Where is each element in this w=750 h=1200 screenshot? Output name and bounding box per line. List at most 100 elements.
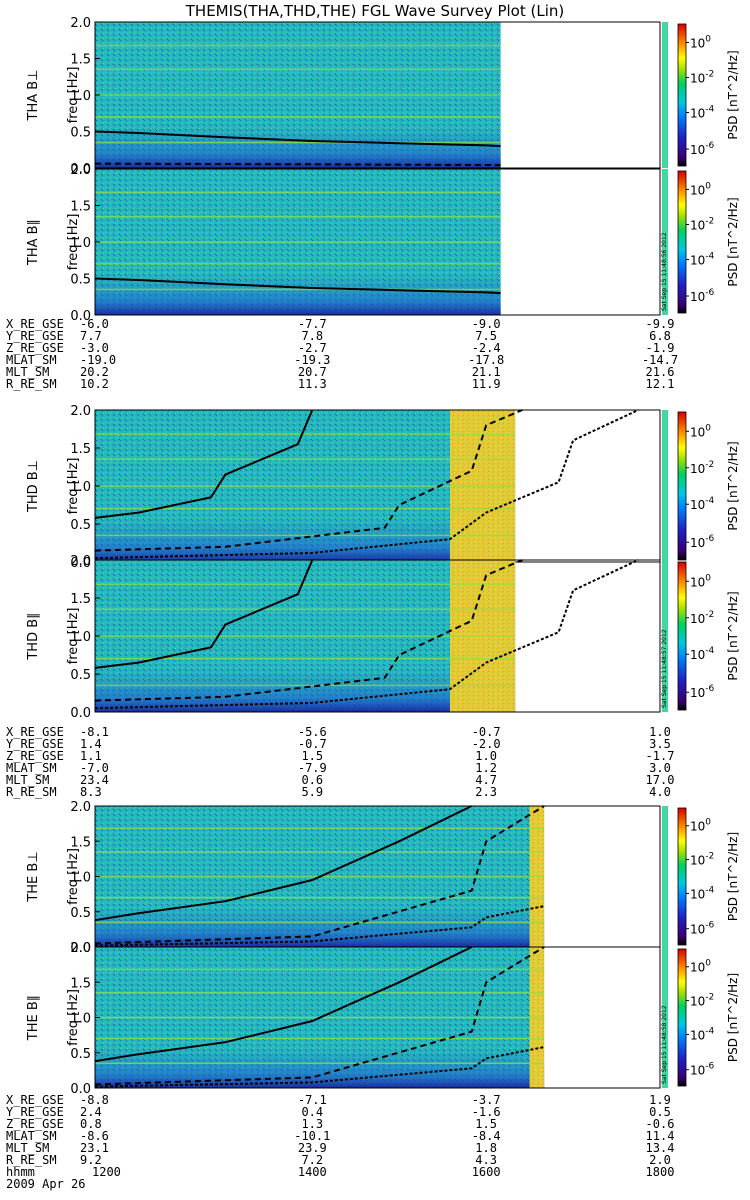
y-axis-label: freq [Hz] — [66, 67, 81, 124]
curve-dashdot — [94, 559, 639, 710]
ephemeris-value: 21.1 — [472, 365, 501, 379]
spectrogram-low-freq-band — [95, 907, 545, 947]
ephemeris-row-name: Y_RE_GSE — [6, 329, 64, 343]
y-tick-label: 1.0 — [70, 871, 91, 886]
y-axis-label: freq [Hz] — [66, 989, 81, 1046]
colorbar-tick-label: 10-4 — [690, 885, 715, 901]
ephemeris-row-name: Y_RE_GSE — [6, 737, 64, 751]
time-tick-label: 1600 — [472, 1165, 501, 1179]
y-tick-label: 0.5 — [70, 273, 91, 288]
y-axis-label: freq [Hz] — [66, 458, 81, 515]
ephemeris-row-name: R_RE_SM — [6, 785, 57, 799]
y-axis-label: freq [Hz] — [66, 214, 81, 271]
y-tick-label: 0.5 — [70, 518, 91, 533]
curve-dashdot — [94, 409, 639, 560]
ephemeris-value: 1.5 — [475, 1117, 497, 1131]
ephemeris-value: 9.2 — [80, 1153, 102, 1167]
ephemeris-value: -7.0 — [80, 761, 109, 775]
ephemeris-value: 2.4 — [80, 1105, 102, 1119]
colorbar-tick-label: 10-2 — [690, 69, 714, 85]
ephemeris-value: 20.2 — [80, 365, 109, 379]
spectrogram-panel: 0.0 0.5 1.0 1.5 2.0 freq [Hz] THD B∥ 100 10-2 10-… — [26, 554, 740, 721]
ephemeris-value: 11.3 — [298, 377, 327, 391]
ephemeris-value: 23.1 — [80, 1141, 109, 1155]
panel-label: THA B⊥ — [26, 70, 41, 122]
ephemeris-value: 3.5 — [649, 737, 671, 751]
ephemeris-value: 11.9 — [472, 377, 501, 391]
ephemeris-value: -2.7 — [298, 341, 327, 355]
ephemeris-row-name: Z_RE_GSE — [6, 1117, 64, 1131]
ephemeris-value: 1.2 — [475, 761, 497, 775]
ephemeris-value: -1.6 — [472, 1105, 501, 1119]
ephemeris-row-name: R_RE_SM — [6, 1153, 57, 1167]
panel-label: THE B∥ — [26, 995, 41, 1041]
ephemeris-value: 1.8 — [475, 1141, 497, 1155]
y-tick-label: 0.5 — [70, 126, 91, 141]
ephemeris-row-name: MLAT_SM — [6, 353, 57, 367]
ephemeris-value: 8.3 — [80, 785, 102, 799]
ephemeris-value: 4.0 — [649, 785, 671, 799]
colorbar-label: PSD [nT^2/Hz] — [726, 591, 740, 680]
timestamp-stamp: Sat Sep 15 11:48:57 2012 — [661, 629, 668, 708]
y-tick-label: 2.0 — [70, 554, 91, 569]
ephemeris-value: 0.5 — [649, 1105, 671, 1119]
ephemeris-value: 2.0 — [649, 1153, 671, 1167]
colorbar-tick-label: 10-6 — [690, 1062, 715, 1078]
colorbar-tick-label: 10-4 — [690, 105, 715, 121]
spectrogram-low-freq-band — [95, 1048, 545, 1088]
colorbar-label: PSD [nT^2/Hz] — [726, 973, 740, 1062]
y-tick-label: 0.5 — [70, 1047, 91, 1062]
ephemeris-value: -10.1 — [294, 1129, 330, 1143]
curve-dashed — [94, 162, 501, 167]
colorbar-tick-label: 10-6 — [690, 921, 715, 937]
ephemeris-row-name: Z_RE_GSE — [6, 749, 64, 763]
colorbar — [677, 807, 687, 946]
colorbar-tick-label: 100 — [690, 818, 711, 834]
curve-solid — [94, 559, 314, 669]
ephemeris-value: 0.4 — [301, 1105, 323, 1119]
ephemeris-value: -1.9 — [646, 341, 675, 355]
ephemeris-row-name: MLT_SM — [6, 365, 49, 379]
ephemeris-value: 4.7 — [475, 773, 497, 787]
curve-dashed — [94, 409, 523, 552]
ephemeris-value: -6.0 — [80, 317, 109, 331]
ephemeris-value: -7.9 — [298, 761, 327, 775]
y-tick-label: 0.0 — [70, 556, 91, 571]
time-tick-label: 1400 — [298, 1165, 327, 1179]
ephemeris-row-name: R_RE_SM — [6, 377, 57, 391]
curve-dashed — [94, 559, 523, 702]
ephemeris-row-name: X_RE_GSE — [6, 317, 64, 331]
side-strip — [662, 410, 668, 562]
curve-dashdot — [94, 1046, 545, 1088]
panel-label: THE B⊥ — [26, 851, 41, 902]
ephemeris-value: -0.7 — [472, 725, 501, 739]
ephemeris-value: -19.3 — [294, 353, 330, 367]
panel-label: THA B∥ — [26, 219, 41, 266]
colorbar-tick-label: 10-4 — [690, 252, 715, 268]
ephemeris-table: X_RE_GSE -8.8 -7.1 -3.7 1.9 Y_RE_GSE 2.4 0.4 -1.… — [6, 1093, 674, 1167]
colorbar-tick-label: 10-6 — [690, 534, 715, 550]
side-strip — [662, 22, 668, 168]
colorbar — [677, 411, 687, 561]
y-tick-label: 2.0 — [70, 941, 91, 956]
y-tick-label: 2.0 — [70, 163, 91, 178]
colorbar-tick-label: 10-2 — [690, 216, 714, 232]
ephemeris-value: 1.4 — [80, 737, 102, 751]
y-tick-label: 1.5 — [70, 835, 91, 850]
curve-solid — [94, 409, 314, 519]
spectrogram-panel: 0.0 0.5 1.0 1.5 2.0 freq [Hz] THE B∥ 100 10-2 10-… — [26, 941, 740, 1097]
side-strip — [662, 806, 668, 947]
y-tick-label: 1.0 — [70, 630, 91, 645]
y-tick-label: 0.0 — [70, 309, 91, 324]
colorbar-label: PSD [nT^2/Hz] — [726, 50, 740, 139]
y-tick-label: 2.0 — [70, 404, 91, 419]
y-tick-label: 0.5 — [70, 668, 91, 683]
ephemeris-value: 7.7 — [80, 329, 102, 343]
ephemeris-table: X_RE_GSE -8.1 -5.6 -0.7 1.0Y_RE_GSE 1.4 -0.7 -2… — [6, 725, 674, 799]
colorbar-tick-label: 10-6 — [690, 141, 715, 157]
colorbar — [677, 948, 687, 1087]
time-tick-label: 1200 — [92, 1165, 121, 1179]
ephemeris-value: -8.4 — [472, 1129, 501, 1143]
y-tick-label: 1.5 — [70, 53, 91, 68]
y-tick-label: 1.0 — [70, 89, 91, 104]
